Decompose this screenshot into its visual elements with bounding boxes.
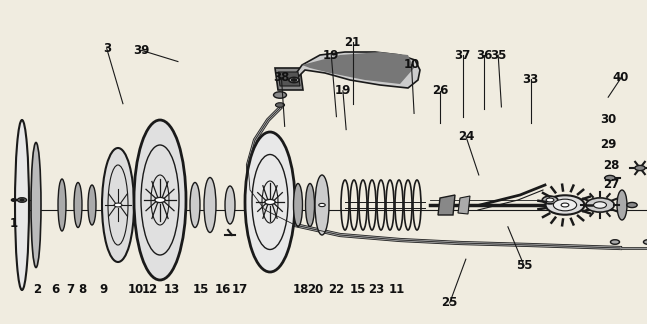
Circle shape — [627, 202, 637, 208]
Ellipse shape — [315, 175, 329, 235]
Polygon shape — [458, 196, 470, 214]
Ellipse shape — [102, 148, 134, 262]
Circle shape — [611, 240, 620, 244]
Circle shape — [545, 195, 584, 215]
Text: 20: 20 — [307, 284, 324, 296]
Circle shape — [265, 199, 275, 204]
Ellipse shape — [617, 190, 627, 220]
Circle shape — [274, 92, 287, 98]
Text: 6: 6 — [51, 284, 59, 296]
Text: 25: 25 — [441, 296, 458, 309]
Circle shape — [605, 175, 615, 180]
Ellipse shape — [31, 143, 41, 268]
Text: 19: 19 — [323, 49, 340, 62]
Polygon shape — [302, 52, 414, 84]
Polygon shape — [275, 68, 303, 90]
Ellipse shape — [225, 186, 235, 224]
Ellipse shape — [15, 120, 29, 290]
Text: 9: 9 — [100, 284, 107, 296]
Text: 1: 1 — [10, 217, 18, 230]
Circle shape — [593, 202, 606, 208]
Circle shape — [635, 166, 645, 171]
Circle shape — [319, 203, 325, 207]
Ellipse shape — [134, 120, 186, 280]
Circle shape — [542, 196, 558, 204]
Text: 19: 19 — [334, 84, 351, 97]
Circle shape — [276, 103, 285, 107]
Text: 40: 40 — [613, 71, 630, 84]
Text: 15: 15 — [349, 284, 366, 296]
Circle shape — [114, 203, 122, 207]
Text: 28: 28 — [603, 159, 620, 172]
Text: 21: 21 — [344, 36, 361, 49]
Text: 37: 37 — [454, 49, 471, 62]
Text: 26: 26 — [432, 84, 448, 97]
Circle shape — [155, 197, 165, 202]
Ellipse shape — [74, 182, 82, 227]
Circle shape — [291, 79, 296, 81]
Ellipse shape — [294, 183, 303, 226]
Circle shape — [561, 203, 569, 207]
Text: 17: 17 — [231, 284, 248, 296]
Text: 2: 2 — [34, 284, 41, 296]
Text: 16: 16 — [215, 284, 232, 296]
Text: 33: 33 — [522, 73, 539, 86]
Text: 29: 29 — [600, 138, 617, 151]
Circle shape — [644, 240, 647, 244]
Ellipse shape — [245, 132, 295, 272]
Text: 7: 7 — [66, 284, 74, 296]
Text: 35: 35 — [490, 49, 507, 62]
Circle shape — [12, 199, 17, 201]
Text: 39: 39 — [133, 44, 149, 57]
Ellipse shape — [204, 178, 216, 233]
Circle shape — [546, 198, 554, 202]
Circle shape — [17, 198, 27, 202]
Text: 38: 38 — [273, 71, 290, 84]
Text: 30: 30 — [600, 113, 617, 126]
Circle shape — [20, 199, 24, 201]
Text: 12: 12 — [142, 284, 159, 296]
Text: 22: 22 — [328, 284, 345, 296]
Ellipse shape — [88, 185, 96, 225]
Text: 3: 3 — [103, 42, 111, 55]
Text: 55: 55 — [516, 259, 532, 272]
Polygon shape — [295, 52, 420, 88]
Text: 13: 13 — [163, 284, 180, 296]
Text: 10: 10 — [403, 58, 420, 71]
Text: 24: 24 — [457, 130, 474, 143]
Ellipse shape — [305, 183, 314, 226]
Text: 27: 27 — [603, 178, 620, 191]
Circle shape — [553, 199, 576, 211]
Circle shape — [289, 77, 299, 83]
Text: 18: 18 — [292, 284, 309, 296]
Text: 36: 36 — [476, 49, 492, 62]
Text: 23: 23 — [368, 284, 385, 296]
Text: 11: 11 — [388, 284, 405, 296]
Text: 10: 10 — [127, 284, 144, 296]
Text: 8: 8 — [79, 284, 87, 296]
Ellipse shape — [58, 179, 66, 231]
Polygon shape — [278, 72, 300, 86]
Ellipse shape — [190, 182, 200, 227]
Polygon shape — [438, 195, 455, 215]
Circle shape — [586, 198, 614, 212]
Text: 15: 15 — [192, 284, 209, 296]
